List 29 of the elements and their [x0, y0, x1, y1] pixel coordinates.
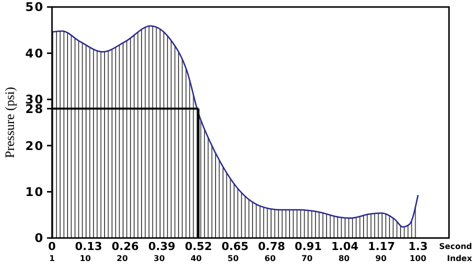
x-tick-label: 0.65 — [221, 240, 249, 253]
x-tick-label: 1.17 — [368, 240, 395, 253]
x-tick-label: 1.3 — [408, 240, 428, 253]
x-tick-label: 0.13 — [75, 240, 102, 253]
y-tick-label: 50 — [25, 0, 44, 14]
y-tick-label: 20 — [25, 138, 44, 153]
x-tick-label: 0.26 — [112, 240, 140, 253]
x2-tick-label: 60 — [264, 254, 276, 263]
x-tick-label: 0.39 — [148, 240, 176, 253]
x2-axis-title: Index — [447, 254, 473, 263]
x2-tick-label: 50 — [228, 254, 240, 263]
x-tick-label: 0.52 — [184, 240, 212, 253]
x-tick-label: 0.91 — [294, 240, 322, 253]
x2-tick-label: 20 — [116, 254, 128, 263]
x2-tick-label: 10 — [80, 254, 92, 263]
x2-tick-label: 100 — [410, 254, 427, 263]
x2-tick-label: 90 — [375, 254, 387, 263]
x-tick-label: 1.04 — [331, 240, 359, 253]
x-tick-label: 0.78 — [258, 240, 286, 253]
y-axis-title: Pressure (psi) — [2, 86, 17, 158]
x-tick-label: 0 — [48, 240, 56, 253]
y-tick-label: 40 — [25, 46, 44, 60]
y-tick-label: 10 — [25, 185, 44, 199]
x2-tick-label: 1 — [49, 254, 56, 263]
x2-tick-label: 70 — [301, 254, 314, 263]
x-axis-title: Second — [439, 242, 472, 251]
x2-tick-label: 30 — [154, 254, 166, 263]
x2-tick-label: 40 — [190, 254, 202, 263]
x2-tick-label: 80 — [338, 254, 350, 263]
